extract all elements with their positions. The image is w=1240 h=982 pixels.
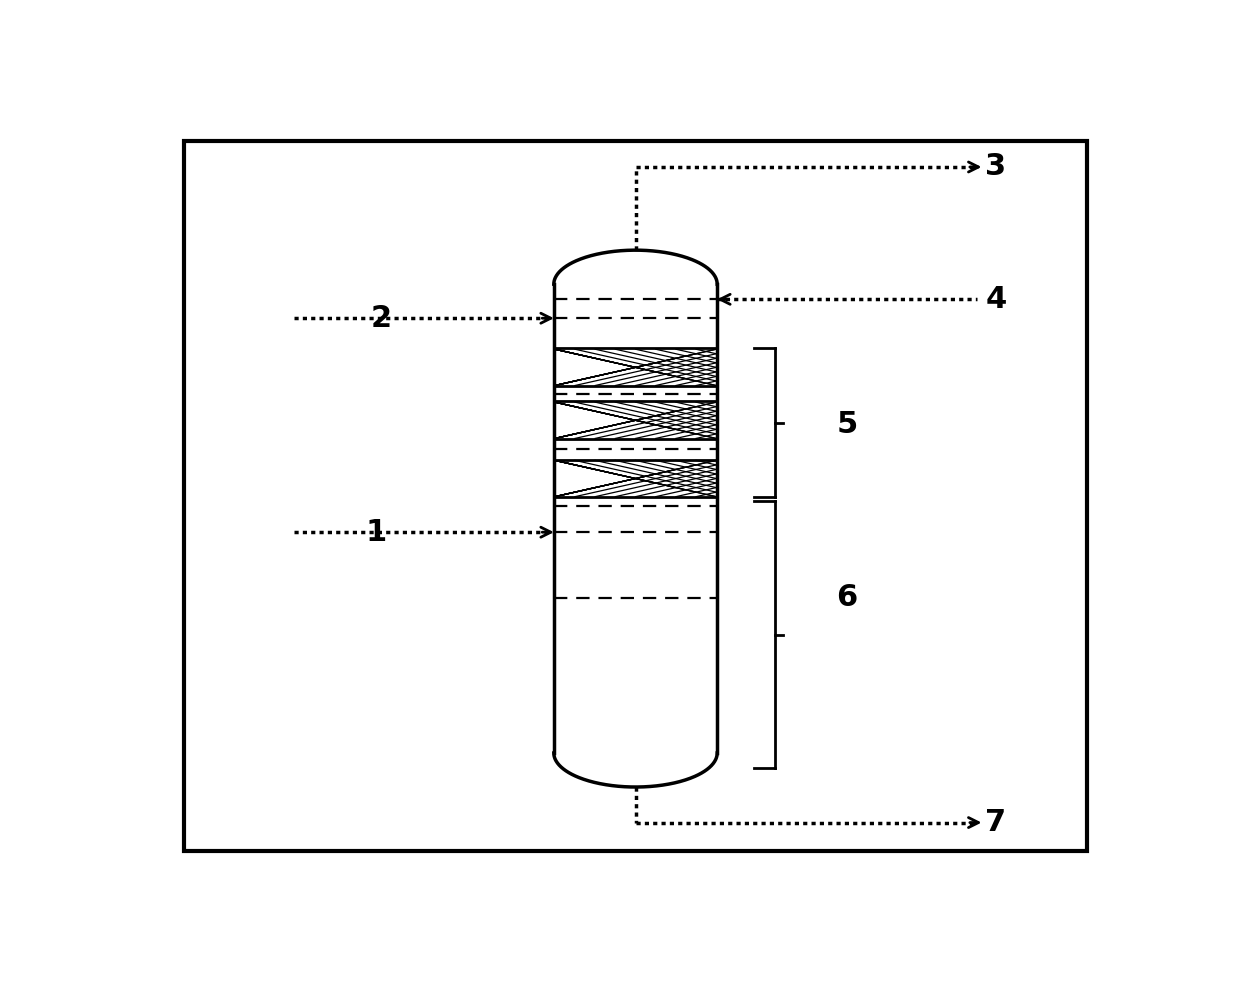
FancyBboxPatch shape xyxy=(184,140,1087,851)
Text: 2: 2 xyxy=(371,303,392,333)
Text: 7: 7 xyxy=(986,808,1007,837)
Text: 5: 5 xyxy=(836,409,858,439)
Text: 6: 6 xyxy=(836,583,858,613)
Text: 4: 4 xyxy=(986,285,1007,314)
Text: 3: 3 xyxy=(986,152,1007,182)
Text: 1: 1 xyxy=(366,518,387,547)
